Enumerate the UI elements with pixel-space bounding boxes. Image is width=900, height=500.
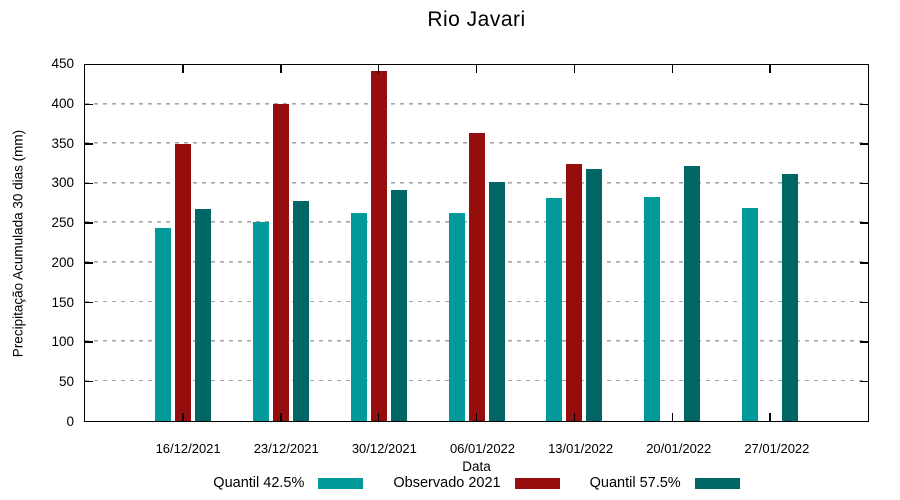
legend-label: Quantil 57.5% bbox=[589, 475, 681, 491]
x-tick-mark bbox=[280, 413, 282, 421]
x-tick-mark bbox=[377, 413, 380, 421]
y-tick-mark bbox=[860, 103, 868, 106]
y-tick-mark bbox=[860, 182, 868, 185]
x-tick-mark bbox=[769, 65, 771, 73]
bar bbox=[174, 144, 191, 421]
bar-group bbox=[742, 173, 799, 421]
y-tick-mark bbox=[860, 222, 868, 224]
bar bbox=[488, 182, 505, 421]
y-tick-mark bbox=[85, 222, 93, 224]
bar bbox=[194, 208, 211, 421]
x-tick-mark bbox=[671, 65, 673, 73]
y-tick-mark bbox=[85, 182, 93, 185]
y-tick-label: 150 bbox=[51, 294, 74, 310]
bar bbox=[644, 197, 661, 421]
y-tick-mark bbox=[860, 262, 868, 264]
y-tick-label: 400 bbox=[51, 95, 74, 111]
legend-entry: Quantil 42.5% bbox=[213, 475, 364, 491]
x-tick-label: 13/01/2022 bbox=[548, 441, 614, 456]
legend-label: Observado 2021 bbox=[393, 475, 501, 491]
y-tick-mark bbox=[85, 301, 93, 304]
bar bbox=[272, 104, 289, 421]
x-tick-label: 16/12/2021 bbox=[155, 441, 221, 456]
y-tick-mark bbox=[860, 341, 868, 343]
bar bbox=[154, 227, 171, 421]
x-tick-mark bbox=[280, 65, 282, 73]
legend-entry: Observado 2021 bbox=[393, 475, 560, 491]
y-tick-label: 300 bbox=[51, 175, 74, 191]
x-tick-label: 30/12/2021 bbox=[351, 441, 417, 456]
bar bbox=[448, 213, 465, 421]
bar-group bbox=[448, 133, 505, 421]
y-tick-label: 100 bbox=[51, 334, 74, 350]
bar bbox=[252, 222, 269, 421]
bar bbox=[350, 212, 367, 421]
x-tick-mark bbox=[475, 65, 478, 73]
plot-area bbox=[84, 64, 869, 422]
x-tick-mark bbox=[573, 65, 576, 73]
x-tick-label: 27/01/2022 bbox=[744, 441, 810, 456]
y-tick-label: 200 bbox=[51, 254, 74, 270]
legend: Quantil 42.5% Observado 2021 Quantil 57.5% bbox=[84, 475, 869, 491]
legend-label: Quantil 42.5% bbox=[213, 475, 305, 491]
x-tick-mark bbox=[671, 413, 673, 421]
y-tick-mark bbox=[85, 262, 93, 264]
y-tick-label: 0 bbox=[66, 414, 74, 429]
y-tick-mark bbox=[85, 143, 93, 145]
bar bbox=[782, 173, 799, 421]
x-tick-label: 06/01/2022 bbox=[449, 441, 516, 456]
y-tick-mark bbox=[85, 380, 93, 383]
bar bbox=[742, 207, 759, 421]
x-tick-mark bbox=[573, 413, 576, 421]
chart-title: Rio Javari bbox=[427, 8, 526, 31]
bar bbox=[566, 164, 583, 421]
y-axis-label: Precipitação Acumulada 30 dias (mm) bbox=[10, 129, 26, 358]
x-tick-mark bbox=[182, 413, 184, 421]
bar bbox=[586, 168, 603, 421]
gridline bbox=[85, 102, 868, 105]
bar bbox=[684, 166, 701, 421]
x-tick-mark bbox=[475, 413, 478, 421]
y-tick-label: 250 bbox=[51, 215, 74, 231]
y-tick-mark bbox=[85, 341, 93, 343]
bar bbox=[546, 198, 563, 421]
y-tick-label: 450 bbox=[51, 56, 74, 71]
x-tick-mark bbox=[182, 65, 184, 73]
legend-swatch bbox=[318, 477, 364, 489]
y-tick-mark bbox=[860, 301, 868, 304]
x-axis-label: Data bbox=[462, 459, 491, 474]
legend-swatch bbox=[694, 477, 740, 489]
bar-group bbox=[350, 70, 407, 421]
y-tick-mark bbox=[85, 103, 93, 106]
bar bbox=[468, 133, 485, 421]
y-tick-mark bbox=[860, 380, 868, 383]
legend-entry: Quantil 57.5% bbox=[590, 475, 740, 491]
legend-swatch bbox=[514, 477, 560, 489]
bar bbox=[390, 189, 407, 421]
bar-group bbox=[546, 164, 603, 421]
y-tick-mark bbox=[860, 143, 868, 145]
bar bbox=[292, 201, 309, 421]
bar-group bbox=[154, 144, 211, 421]
x-tick-mark bbox=[769, 413, 771, 421]
bar bbox=[370, 70, 387, 421]
bar-group bbox=[252, 104, 309, 421]
x-tick-label: 20/01/2022 bbox=[646, 441, 712, 456]
y-tick-label: 50 bbox=[58, 374, 74, 390]
y-tick-label: 350 bbox=[51, 135, 74, 151]
x-tick-mark bbox=[377, 65, 380, 73]
bar-group bbox=[644, 166, 701, 421]
x-tick-label: 23/12/2021 bbox=[253, 441, 319, 456]
